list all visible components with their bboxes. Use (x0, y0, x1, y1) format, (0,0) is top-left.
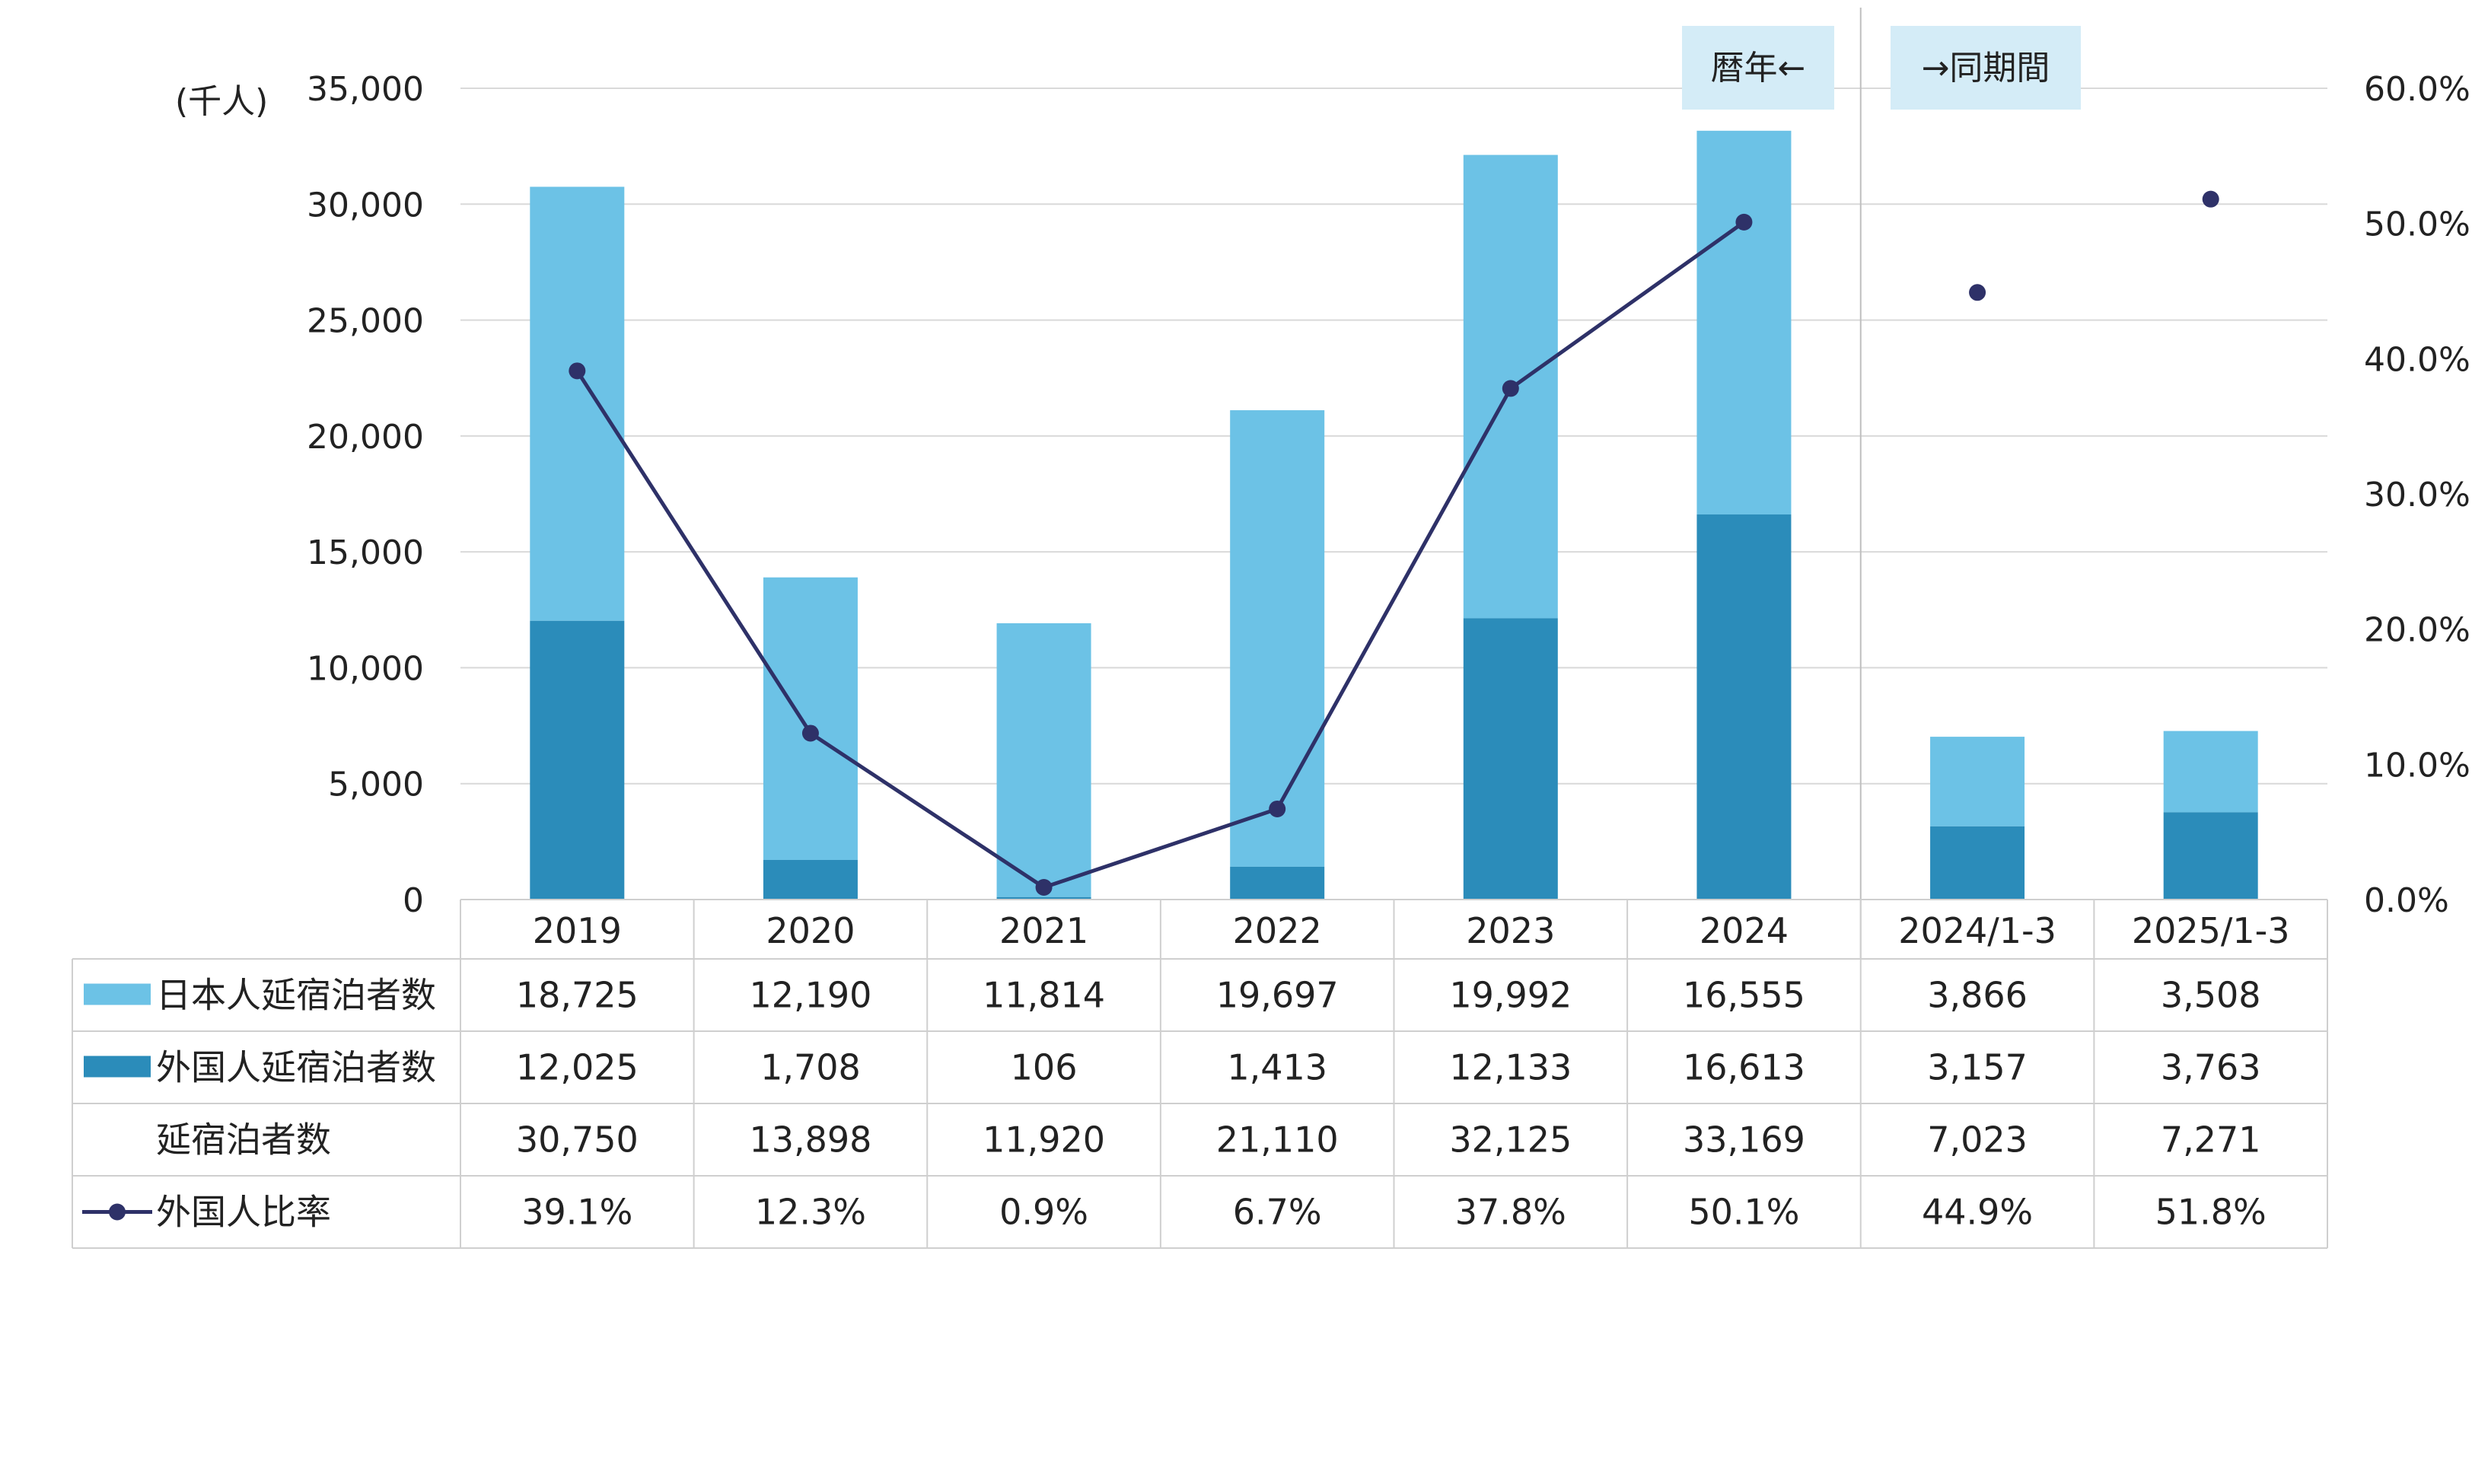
legend-key-foreign (84, 1056, 151, 1078)
annotation-same-period: →同期間 (1922, 49, 2050, 88)
x-category-label: 2025/1-3 (2132, 910, 2290, 951)
table-cell-value: 3,157 (1927, 1047, 2028, 1088)
data-table: 2019 2020 2021 2022 2023 2024 2024/1-3 2025/1-3… (72, 899, 2328, 1249)
table-cell-value: 1,708 (760, 1047, 861, 1088)
ratio-line (569, 190, 2219, 896)
table-cell-value: 7,271 (2161, 1119, 2261, 1161)
y-right-tick-label: 0.0% (2364, 881, 2449, 920)
table-cell-value: 7,023 (1927, 1119, 2028, 1161)
table-row-label: 日本人延宿泊者数 (156, 975, 436, 1016)
table-cell-value: 30,750 (516, 1119, 639, 1161)
ratio-point-2021 (1035, 879, 1053, 896)
y-right-tick-label: 60.0% (2364, 70, 2470, 109)
y-left-tick-label: 30,000 (307, 186, 424, 225)
x-category-label: 2023 (1466, 910, 1555, 951)
y-left-tick-label: 20,000 (307, 418, 424, 457)
ratio-point-2024/1-3 (1969, 284, 1986, 301)
bar-japanese-2021 (996, 623, 1091, 897)
table-cell-value: 16,613 (1683, 1047, 1805, 1088)
bar-foreign-2019 (530, 620, 625, 900)
table-row-label: 外国人延宿泊者数 (156, 1047, 436, 1088)
table-cell-value: 12,025 (516, 1047, 639, 1088)
ratio-point-2019 (569, 362, 586, 380)
bar-foreign-2025/1-3 (2163, 812, 2258, 900)
y-left-tick-label: 10,000 (307, 649, 424, 688)
table-cell-value: 51.8% (2155, 1192, 2267, 1233)
x-category-label: 2019 (533, 910, 622, 951)
table-row-label: 延宿泊者数 (156, 1119, 331, 1161)
table-cell-value: 50.1% (1688, 1192, 1799, 1233)
annotation-box (1891, 26, 2081, 110)
ratio-point-2023 (1502, 380, 1519, 397)
table-cell-value: 44.9% (1922, 1192, 2033, 1233)
bars (530, 130, 2258, 900)
bar-foreign-2024 (1696, 514, 1792, 900)
table-cell-value: 19,992 (1449, 975, 1572, 1016)
x-category-label: 2022 (1233, 910, 1322, 951)
bar-foreign-2021 (996, 896, 1091, 900)
axes: 0 5,000 10,000 15,000 20,000 25,000 30,000 35,0… (175, 8, 2470, 959)
ratio-point-2025/1-3 (2202, 190, 2219, 208)
annotation-calendar-year: 暦年← (1711, 49, 1806, 88)
ratio-line-path (575, 220, 1745, 890)
annotations: 暦年← →同期間 (1682, 26, 2081, 110)
bar-foreign-2022 (1230, 866, 1325, 900)
ratio-point-2024 (1735, 213, 1753, 231)
table-cell-value: 18,725 (516, 975, 639, 1016)
legend-key-japanese (84, 983, 151, 1005)
y-right-tick-label: 20.0% (2364, 611, 2470, 650)
table-cell-value: 32,125 (1449, 1119, 1572, 1161)
x-category-label: 2024/1-3 (1898, 910, 2056, 951)
bar-japanese-2024/1-3 (1930, 737, 2025, 826)
bar-japanese-2024 (1696, 130, 1792, 515)
table-cell-value: 12.3% (755, 1192, 866, 1233)
x-category-label: 2020 (766, 910, 855, 951)
x-category-label: 2024 (1700, 910, 1789, 951)
bar-foreign-2020 (763, 859, 858, 900)
y-left-tick-label: 15,000 (307, 533, 424, 572)
table-cell-value: 106 (1011, 1047, 1078, 1088)
table-cell-value: 11,920 (983, 1119, 1105, 1161)
table-cell-value: 3,866 (1927, 975, 2028, 1016)
bar-japanese-2019 (530, 186, 625, 621)
table-cell-value: 0.9% (999, 1192, 1088, 1233)
y-right-tick-label: 10.0% (2364, 746, 2470, 785)
annotation-box (1682, 26, 1834, 110)
y-left-tick-label: 5,000 (328, 766, 424, 804)
y-right-tick-label: 30.0% (2364, 476, 2470, 514)
table-cell-value: 39.1% (521, 1192, 632, 1233)
gridlines (460, 88, 2327, 785)
table-cell-value: 3,763 (2161, 1047, 2261, 1088)
table-cell-value: 6.7% (1233, 1192, 1322, 1233)
y-left-tick-label: 25,000 (307, 302, 424, 341)
table-cell-value: 13,898 (749, 1119, 871, 1161)
y-left-tick-label: 0 (403, 881, 424, 920)
table-cell-value: 1,413 (1227, 1047, 1327, 1088)
legend-key-ratio-marker (109, 1203, 126, 1221)
y-right-tick-label: 50.0% (2364, 205, 2470, 244)
table-cell-value: 12,190 (749, 975, 871, 1016)
table-cell-value: 33,169 (1683, 1119, 1805, 1161)
y-left-tick-label: 35,000 (307, 70, 424, 109)
ratio-point-2022 (1269, 800, 1286, 817)
table-cell-value: 12,133 (1449, 1047, 1572, 1088)
table-cell-value: 37.8% (1455, 1192, 1566, 1233)
table-row-label: 外国人比率 (156, 1192, 331, 1233)
bar-japanese-2022 (1230, 410, 1325, 867)
ratio-point-2020 (801, 724, 819, 742)
table-cell-value: 11,814 (983, 975, 1105, 1016)
bar-foreign-2023 (1463, 618, 1558, 900)
y-right-tick-label: 40.0% (2364, 340, 2470, 379)
x-category-label: 2021 (999, 910, 1088, 951)
bar-japanese-2020 (763, 577, 858, 860)
y-left-unit-label: (千人) (175, 82, 268, 121)
table-cell-value: 16,555 (1683, 975, 1805, 1016)
table-cell-value: 21,110 (1216, 1119, 1339, 1161)
table-cell-value: 19,697 (1216, 975, 1339, 1016)
bar-japanese-2025/1-3 (2163, 731, 2258, 813)
table-cell-value: 3,508 (2161, 975, 2261, 1016)
bar-foreign-2024/1-3 (1930, 826, 2025, 900)
